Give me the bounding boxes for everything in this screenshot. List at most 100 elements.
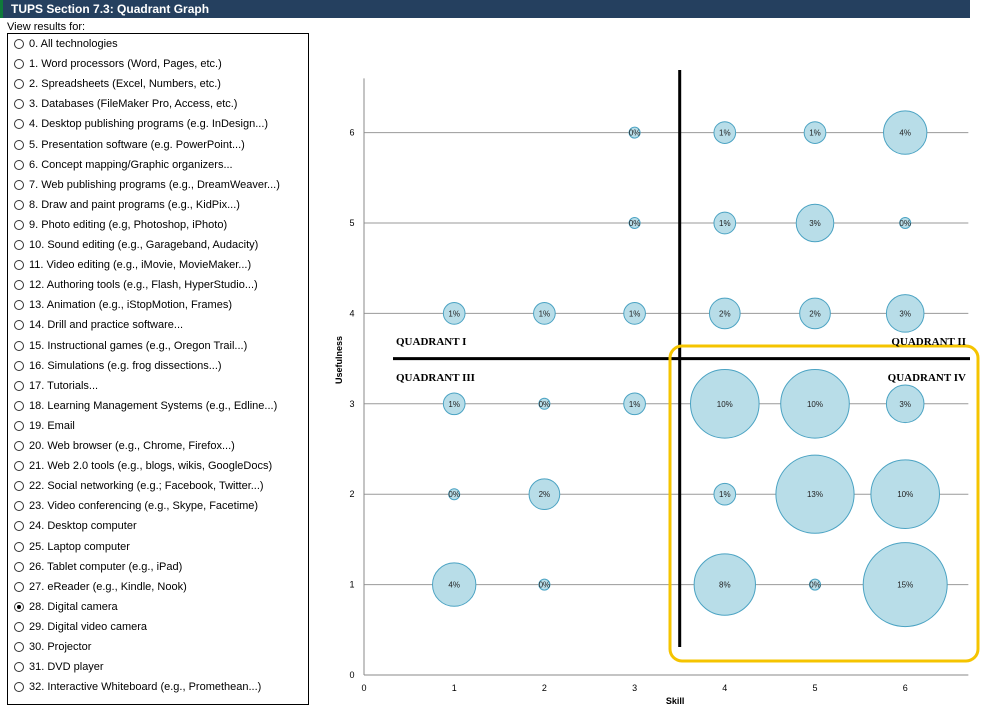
option-item[interactable]: 16. Simulations (e.g. frog dissections..… (14, 357, 222, 375)
option-item[interactable]: 12. Authoring tools (e.g., Flash, HyperS… (14, 276, 258, 294)
radio-icon[interactable] (14, 581, 24, 592)
radio-selected-icon[interactable] (14, 601, 24, 612)
bubble (803, 121, 827, 144)
radio-icon[interactable] (14, 320, 24, 331)
radio-icon[interactable] (14, 79, 24, 90)
quadrant-label: QUADRANT I (396, 336, 466, 348)
option-label: 10. Sound editing (e.g., Garageband, Aud… (29, 239, 259, 251)
radio-icon[interactable] (14, 662, 24, 673)
bubble (775, 454, 855, 534)
bubble-label: 0% (629, 219, 641, 228)
option-item[interactable]: 11. Video editing (e.g., iMovie, MovieMa… (14, 256, 251, 274)
option-item[interactable]: 0. All technologies (14, 35, 118, 53)
bubble-label: 15% (897, 581, 913, 590)
radio-icon[interactable] (14, 561, 24, 572)
radio-icon[interactable] (14, 179, 24, 190)
option-item[interactable]: 30. Projector (14, 638, 91, 656)
radio-icon[interactable] (14, 240, 24, 250)
option-item[interactable]: 28. Digital camera (14, 598, 118, 616)
option-item[interactable]: 7. Web publishing programs (e.g., DreamW… (14, 176, 280, 194)
bubble-label: 1% (719, 129, 731, 138)
radio-icon[interactable] (14, 340, 24, 351)
radio-icon[interactable] (14, 461, 24, 472)
radio-icon[interactable] (14, 501, 24, 512)
bubble (809, 578, 821, 591)
radio-icon[interactable] (14, 199, 24, 210)
x-tick-label: 1 (452, 683, 457, 693)
option-item[interactable]: 4. Desktop publishing programs (e.g. InD… (14, 115, 268, 133)
bubble (533, 302, 556, 325)
option-item[interactable]: 13. Animation (e.g., iStopMotion, Frames… (14, 296, 232, 314)
radio-icon[interactable] (14, 682, 24, 693)
bubble-label: 2% (539, 490, 551, 499)
option-item[interactable]: 32. Interactive Whiteboard (e.g., Promet… (14, 678, 261, 696)
option-item[interactable]: 15. Instructional games (e.g., Oregon Tr… (14, 337, 247, 355)
bubble (628, 126, 641, 139)
option-item[interactable]: 21. Web 2.0 tools (e.g., blogs, wikis, G… (14, 457, 272, 475)
option-label: 30. Projector (29, 641, 92, 653)
radio-icon[interactable] (14, 300, 24, 311)
y-tick-label: 1 (349, 580, 354, 590)
option-item[interactable]: 14. Drill and practice software... (14, 316, 183, 334)
option-item[interactable]: 27. eReader (e.g., Kindle, Nook) (14, 578, 187, 596)
option-item[interactable]: 17. Tutorials... (14, 377, 98, 395)
radio-icon[interactable] (14, 642, 24, 652)
radio-icon[interactable] (14, 360, 24, 371)
option-item[interactable]: 25. Laptop computer (14, 538, 130, 556)
option-label: 11. Video editing (e.g., iMovie, MovieMa… (29, 259, 252, 272)
option-item[interactable]: 26. Tablet computer (e.g., iPad) (14, 558, 182, 576)
y-tick-label: 4 (349, 308, 354, 318)
option-item[interactable]: 6. Concept mapping/Graphic organizers... (14, 156, 233, 174)
bubble (870, 459, 940, 529)
radio-icon[interactable] (14, 380, 24, 391)
y-tick-label: 2 (349, 489, 354, 499)
option-label: 28. Digital camera (29, 600, 118, 613)
radio-icon[interactable] (14, 159, 24, 170)
option-item[interactable]: 19. Email (14, 417, 75, 435)
radio-icon[interactable] (14, 280, 24, 291)
radio-icon[interactable] (14, 139, 24, 150)
option-item[interactable]: 10. Sound editing (e.g., Garageband, Aud… (14, 236, 258, 254)
radio-icon[interactable] (14, 219, 24, 230)
option-label: 7. Web publishing programs (e.g., DreamW… (29, 178, 280, 191)
radio-icon[interactable] (14, 59, 24, 70)
option-item[interactable]: 1. Word processors (Word, Pages, etc.) (14, 55, 222, 73)
option-label: 14. Drill and practice software... (29, 319, 184, 332)
radio-icon[interactable] (14, 420, 24, 431)
bubble (899, 217, 912, 229)
option-label: 13. Animation (e.g., iStopMotion, Frames… (29, 299, 232, 312)
radio-icon[interactable] (14, 621, 24, 632)
radio-icon[interactable] (14, 260, 24, 271)
radio-icon[interactable] (14, 119, 24, 130)
radio-icon[interactable] (14, 481, 24, 492)
option-item[interactable]: 3. Databases (FileMaker Pro, Access, etc… (14, 95, 237, 113)
bubble (799, 297, 831, 330)
x-tick-label: 4 (722, 683, 727, 693)
option-item[interactable]: 9. Photo editing (e.g, Photoshop, iPhoto… (14, 216, 227, 234)
option-label: 22. Social networking (e.g.; Facebook, T… (29, 480, 264, 493)
option-item[interactable]: 22. Social networking (e.g.; Facebook, T… (14, 477, 264, 495)
option-label: 2. Spreadsheets (Excel, Numbers, etc.) (29, 78, 221, 91)
bubble-label: 3% (899, 400, 911, 409)
option-item[interactable]: 31. DVD player (14, 658, 104, 676)
bubble-label: 1% (539, 309, 551, 318)
option-item[interactable]: 20. Web browser (e.g., Chrome, Firefox..… (14, 437, 235, 455)
radio-icon[interactable] (14, 541, 24, 552)
option-item[interactable]: 5. Presentation software (e.g. PowerPoin… (14, 136, 245, 154)
option-label: 5. Presentation software (e.g. PowerPoin… (29, 138, 245, 151)
y-tick-label: 3 (349, 399, 354, 409)
option-item[interactable]: 18. Learning Management Systems (e.g., E… (14, 397, 277, 415)
radio-icon[interactable] (14, 39, 24, 49)
option-label: 8. Draw and paint programs (e.g., KidPix… (29, 198, 240, 211)
option-label: 21. Web 2.0 tools (e.g., blogs, wikis, G… (29, 460, 273, 473)
radio-icon[interactable] (14, 400, 24, 411)
option-item[interactable]: 29. Digital video camera (14, 618, 147, 636)
bubble-label: 0% (448, 490, 460, 499)
option-item[interactable]: 8. Draw and paint programs (e.g., KidPix… (14, 196, 240, 214)
option-item[interactable]: 24. Desktop computer (14, 517, 137, 535)
radio-icon[interactable] (14, 521, 24, 532)
option-item[interactable]: 23. Video conferencing (e.g., Skype, Fac… (14, 497, 258, 515)
option-item[interactable]: 2. Spreadsheets (Excel, Numbers, etc.) (14, 75, 221, 93)
radio-icon[interactable] (14, 99, 24, 110)
radio-icon[interactable] (14, 441, 24, 451)
